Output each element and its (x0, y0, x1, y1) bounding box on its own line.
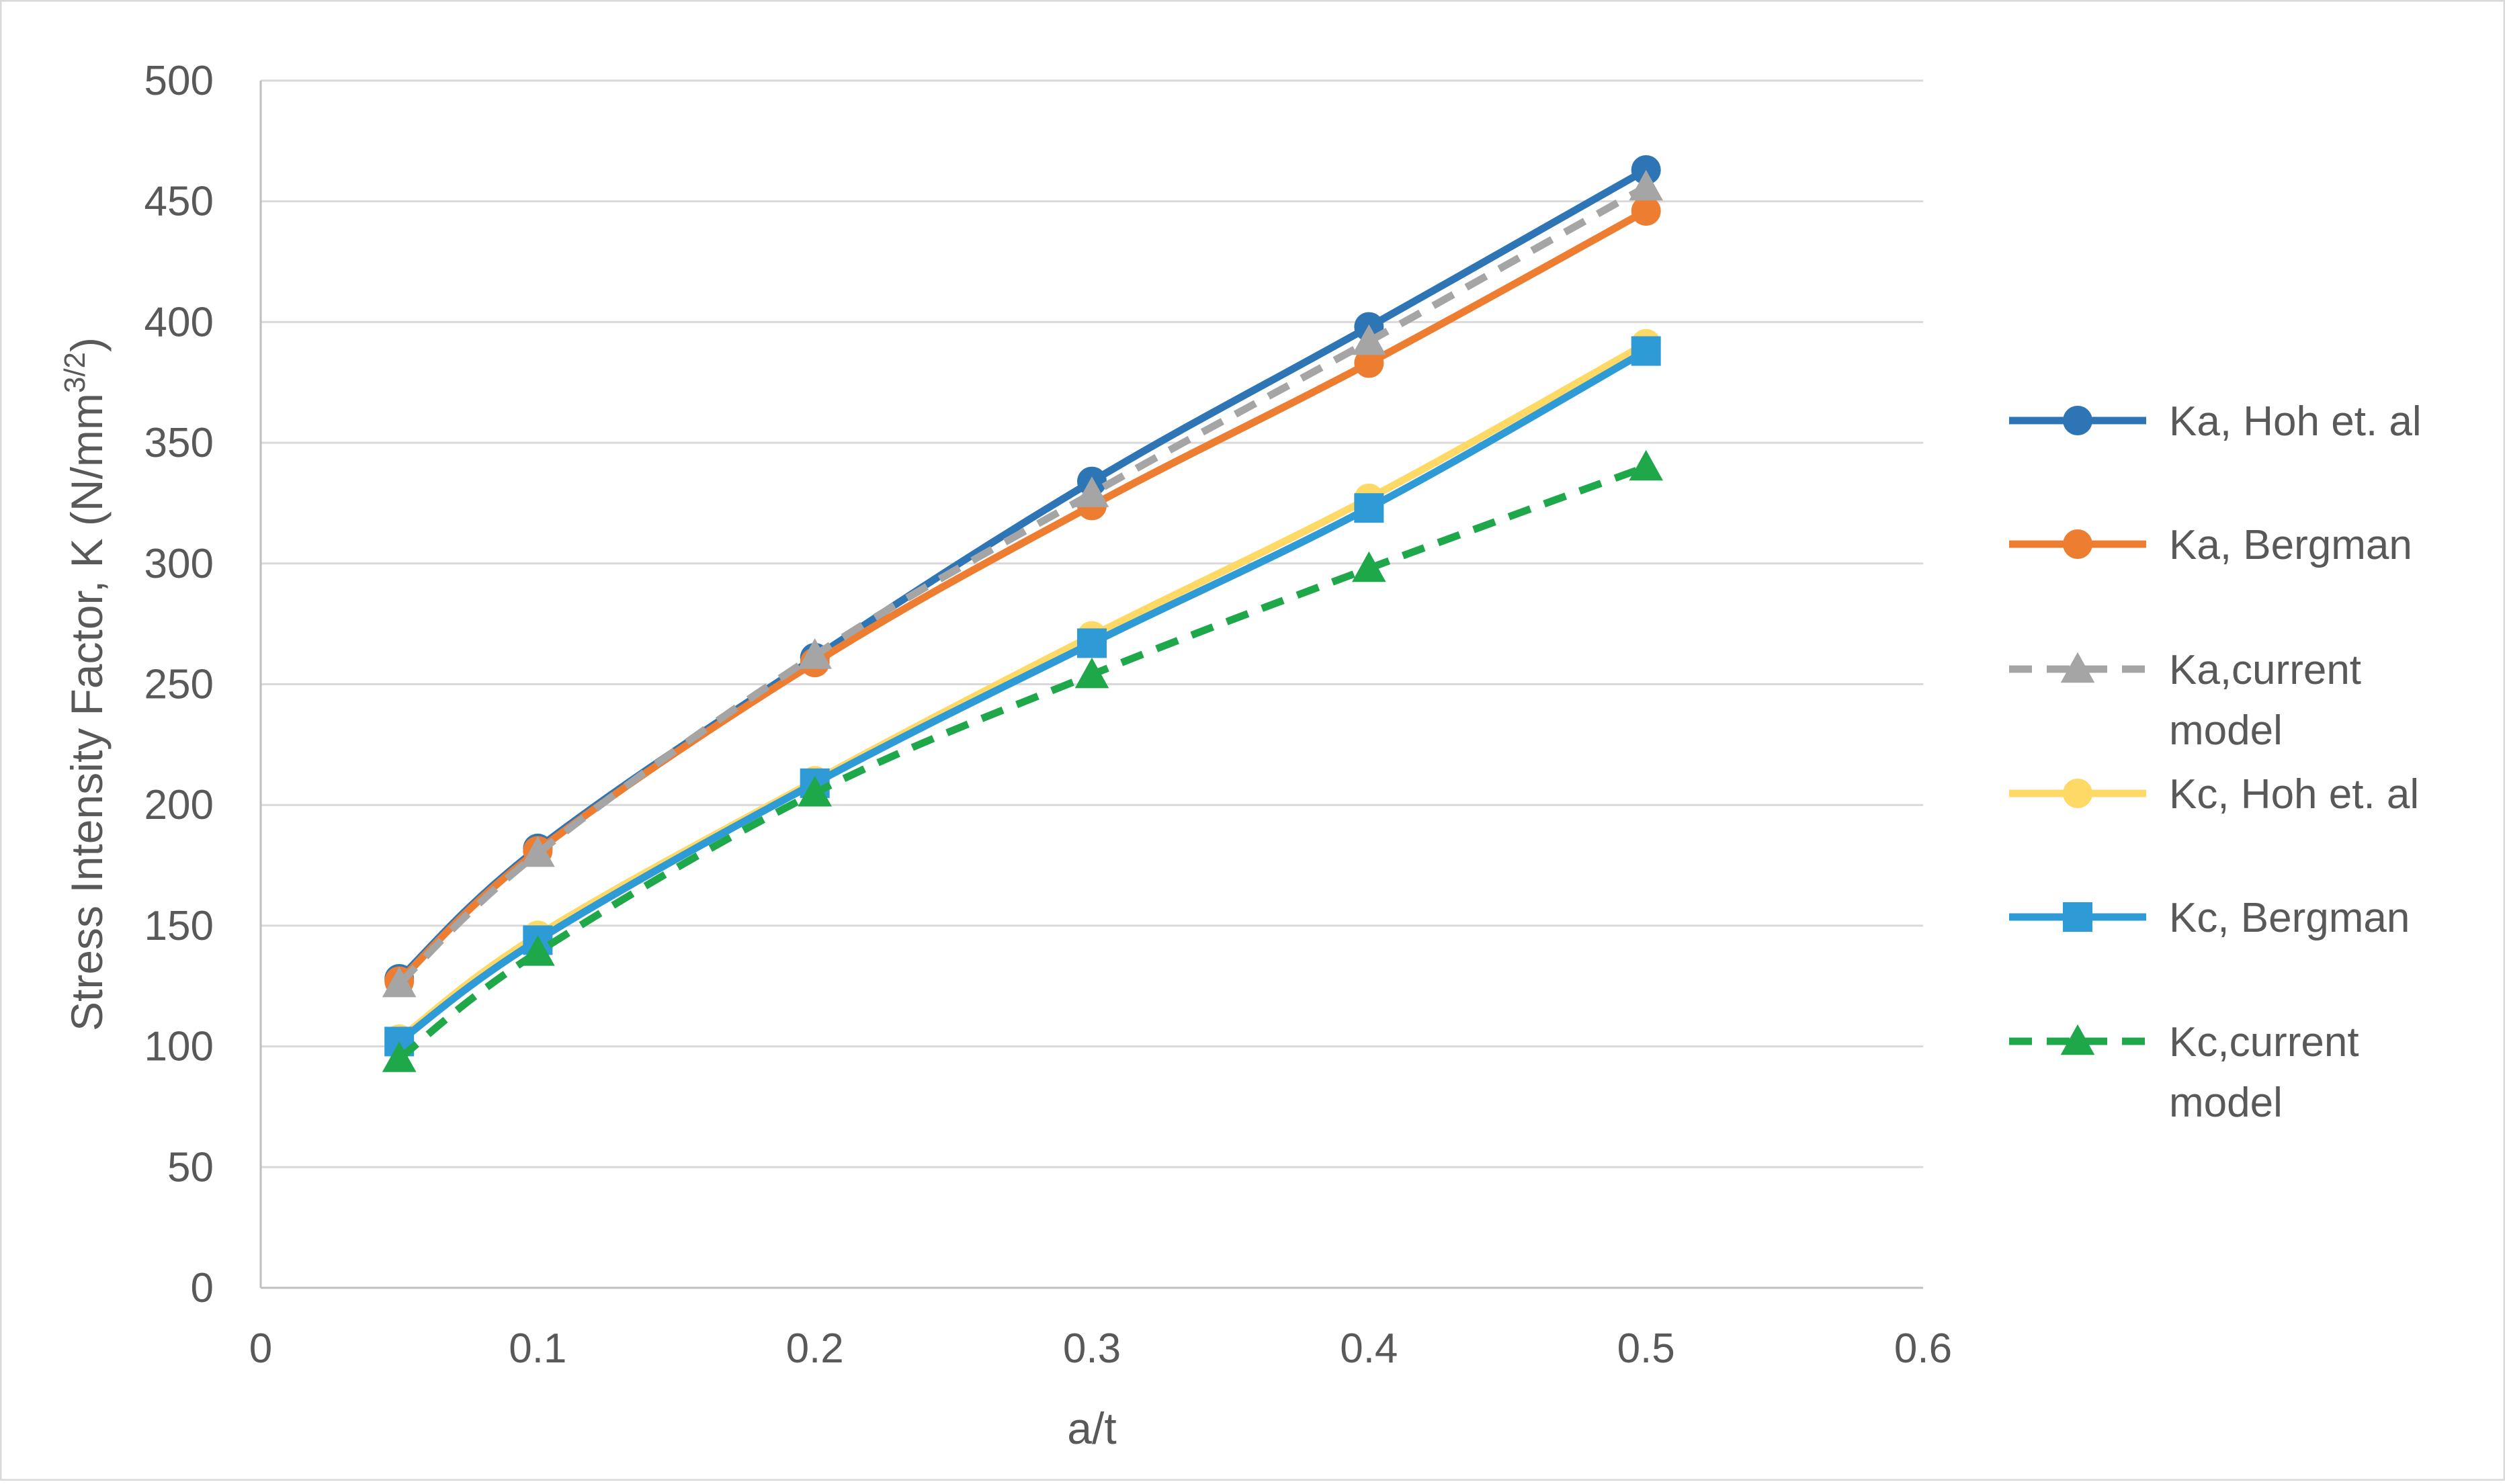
legend: Ka, Hoh et. al Ka, Bergman Ka,current model… (2009, 398, 2422, 1126)
series-3 (382, 169, 1663, 998)
x-axis-title: a/t (1067, 1403, 1116, 1453)
data-point (521, 836, 555, 867)
x-tick-label: 0.1 (509, 1325, 566, 1372)
legend-entry-5: Kc, Bergman (2009, 895, 2410, 941)
legend-swatch-marker (2060, 1024, 2095, 1055)
x-tick-label: 0.6 (1894, 1325, 1952, 1372)
legend-label: model (2169, 1080, 2283, 1126)
legend-swatch-marker (2063, 902, 2092, 932)
legend-label: model (2169, 707, 2283, 754)
y-axis-title-suffix: ) (62, 337, 112, 352)
y-tick-label: 350 (144, 420, 214, 466)
legend-label: Kc, Bergman (2169, 895, 2410, 941)
legend-swatch-marker (2063, 779, 2092, 808)
data-point (1074, 476, 1109, 507)
legend-label: Ka, Hoh et. al (2169, 398, 2422, 445)
x-tick-label: 0.4 (1340, 1325, 1398, 1372)
data-point (798, 638, 832, 669)
legend-label: Ka,current (2169, 647, 2361, 693)
data-point (1629, 449, 1663, 481)
x-tick-label: 0.3 (1063, 1325, 1121, 1372)
y-axis-title-main: Stress Intensity Factor, K (N/mm (62, 393, 112, 1031)
legend-entry-4: Kc, Hoh et. al (2009, 771, 2419, 818)
x-tick-label: 0 (249, 1325, 272, 1372)
legend-entry-2: Ka, Bergman (2009, 522, 2412, 568)
legend-entry-3: Ka,current model (2009, 647, 2361, 754)
data-point (1077, 628, 1107, 658)
data-point (382, 966, 417, 998)
y-tick-label: 450 (144, 179, 214, 225)
legend-swatch-marker (2063, 529, 2092, 559)
y-axis-title-superscript: 3/2 (58, 352, 91, 393)
y-tick-label: 150 (144, 903, 214, 949)
series-line (396, 463, 1648, 1061)
data-point (1354, 493, 1384, 523)
series-lines (382, 155, 1663, 1072)
series-6 (382, 449, 1663, 1072)
y-tick-label: 500 (144, 58, 214, 104)
legend-swatch-marker (2060, 652, 2095, 683)
data-point (1352, 324, 1386, 355)
y-tick-label: 50 (167, 1144, 214, 1190)
legend-entry-1: Ka, Hoh et. al (2009, 398, 2422, 445)
x-tick-label: 0.2 (786, 1325, 844, 1372)
y-tick-label: 250 (144, 662, 214, 708)
legend-entry-6: Kc,current model (2009, 1019, 2359, 1126)
x-tick-label: 0.5 (1617, 1325, 1675, 1372)
legend-label: Ka, Bergman (2169, 522, 2412, 568)
data-point (1354, 348, 1384, 378)
data-point (382, 1041, 417, 1072)
y-axis-title: Stress Intensity Factor, K (N/mm3/2) (58, 337, 112, 1031)
data-point (521, 935, 555, 966)
y-tick-label: 400 (144, 299, 214, 345)
legend-label: Kc,current (2169, 1019, 2359, 1065)
legend-swatch-marker (2063, 406, 2092, 435)
y-tick-label: 0 (191, 1265, 214, 1311)
data-point (1629, 169, 1663, 201)
y-tick-label: 300 (144, 541, 214, 587)
axes: 0 50 100 150 200 250 300 350 400 450 500 0 0.1 0.2 0.3… (144, 58, 1953, 1372)
data-point (1074, 657, 1109, 689)
data-point (798, 775, 832, 807)
data-point (1631, 336, 1661, 366)
y-tick-label: 100 (144, 1024, 214, 1070)
data-point (1352, 551, 1386, 582)
data-point (1631, 196, 1661, 226)
legend-label: Kc, Hoh et. al (2169, 771, 2419, 818)
y-tick-label: 200 (144, 782, 214, 828)
